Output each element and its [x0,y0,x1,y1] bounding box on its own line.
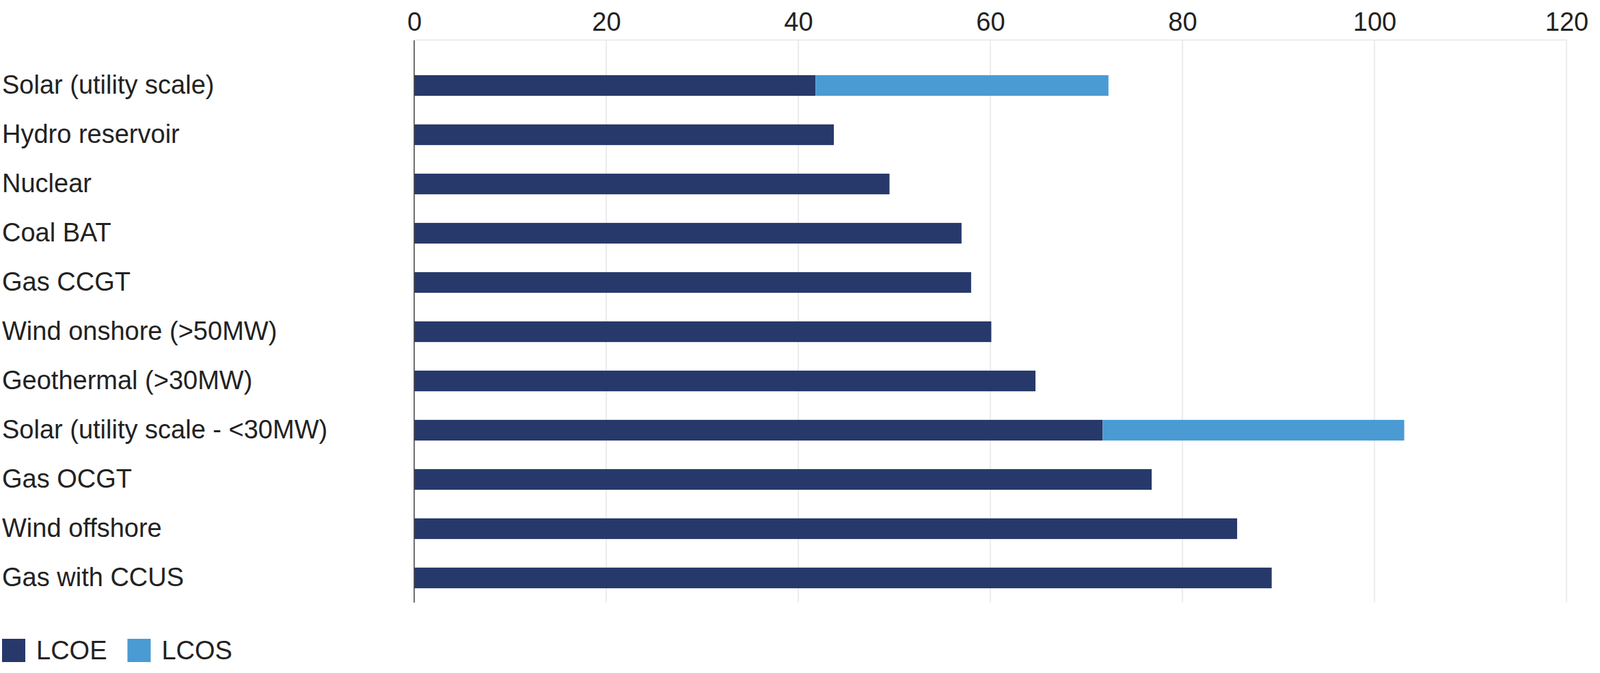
x-tick-label: 120 [1545,7,1589,37]
x-tick-label: 40 [783,7,813,37]
bar [414,567,1272,588]
x-tick: 60 [975,7,1005,40]
bar [414,222,962,244]
grid [414,39,1567,603]
grid-line [1565,39,1568,603]
category-label: Solar (utility scale - <30MW) [2,414,328,444]
chart: 0 20 40 60 80 100 120 Solar (utility scale) Hydr… [0,0,1600,673]
x-axis-line [414,39,1568,42]
legend-label: LCOE [36,635,107,665]
y-tick: Wind offshore [2,513,415,542]
y-axis-line [413,40,415,603]
series [815,75,1404,441]
grid-line [989,39,992,603]
x-tick-label: 100 [1353,7,1397,37]
bar [414,75,816,96]
bar [414,468,1152,490]
x-tick: 20 [591,7,621,40]
y-tick: Wind onshore (>50MW) [2,316,415,346]
bar [414,321,992,342]
category-label: Hydro reservoir [2,119,180,149]
bar [414,124,834,145]
category-label: Solar (utility scale) [2,70,214,100]
bar [414,370,1036,391]
x-tick: 80 [1168,7,1197,40]
y-tick: Solar (utility scale) [2,70,415,100]
legend-item: LCOS [127,635,232,665]
x-tick: 0 [407,7,422,40]
x-tick-label: 20 [591,7,621,37]
category-label: Geothermal (>30MW) [2,365,253,395]
category-label: Wind onshore (>50MW) [2,316,277,346]
y-tick: Solar (utility scale - <30MW) [2,414,415,444]
grid-line [605,39,607,603]
x-tick: 100 [1353,7,1397,40]
x-tick: 40 [783,7,813,40]
category-label: Gas OCGT [2,464,132,493]
legend: LCOE LCOS [2,635,233,665]
y-tick: Gas with CCUS [2,562,415,592]
x-tick-label: 60 [975,7,1005,37]
bar [414,419,1103,441]
bar [414,272,972,293]
grid-line [797,39,799,603]
y-axis: Solar (utility scale) Hydro reservoir Nucl… [2,40,415,603]
y-tick: Gas OCGT [2,464,415,493]
grid-line [1181,39,1184,603]
bar [414,173,890,195]
y-tick: Geothermal (>30MW) [2,365,415,395]
x-tick: 120 [1545,7,1589,40]
legend-label: LCOS [161,635,232,665]
legend-item: LCOE [2,635,107,665]
bar [815,75,1109,96]
grid-line [1373,39,1376,603]
y-tick: Gas CCGT [2,267,415,296]
x-tick-label: 0 [407,7,422,37]
bar [1102,419,1404,441]
category-label: Gas CCGT [2,267,131,296]
legend-swatch [2,638,26,662]
grid-line [413,39,415,603]
plot-area [414,75,1405,588]
bar [414,518,1238,539]
category-label: Gas with CCUS [2,562,184,592]
category-label: Coal BAT [2,218,112,247]
y-tick: Coal BAT [2,218,415,247]
y-tick: Hydro reservoir [2,119,415,149]
y-tick: Nuclear [2,168,415,198]
x-axis: 0 20 40 60 80 100 120 [407,7,1589,41]
x-tick-label: 80 [1168,7,1197,37]
legend-swatch [127,638,151,662]
series [414,75,1272,588]
category-label: Nuclear [2,168,92,198]
category-label: Wind offshore [2,513,162,542]
